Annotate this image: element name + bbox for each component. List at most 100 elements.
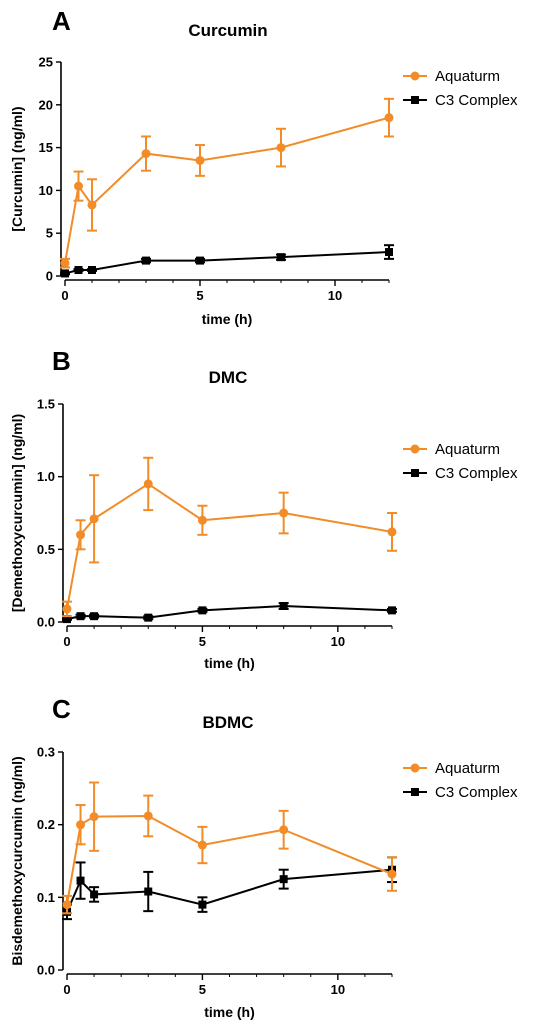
data-point [87, 200, 97, 210]
series-c3-complex [62, 856, 397, 921]
x-tick-label: 5 [196, 288, 203, 303]
data-point [62, 604, 72, 614]
data-point [196, 256, 204, 265]
x-tick-label: 0 [63, 982, 70, 997]
data-point [144, 613, 153, 622]
y-tick-label: 0.0 [37, 615, 55, 630]
y-tick-label: 1.0 [37, 469, 55, 484]
data-point [387, 527, 397, 537]
y-tick-label: 0.3 [37, 745, 55, 760]
legend-marker [411, 788, 419, 796]
panel-letter: B [52, 346, 71, 376]
data-point [76, 876, 85, 885]
series-line [64, 116, 390, 264]
data-point [76, 820, 86, 830]
x-axis-label: time (h) [204, 655, 255, 671]
data-point [198, 900, 207, 909]
panel-B: B DMC 0.0 0.5 1.0 1.5 0 5 10 time (h) [Demethoxycu… [9, 346, 518, 671]
data-point [279, 875, 288, 884]
data-point [141, 149, 151, 159]
series-c3-complex [60, 244, 394, 278]
x-axis-label: time (h) [202, 311, 253, 327]
data-point [76, 612, 85, 621]
data-point [90, 612, 99, 621]
y-tick-label: 5 [46, 226, 53, 241]
y-tick-label: 0 [46, 269, 53, 284]
x-tick-label: 0 [61, 288, 68, 303]
y-axis-label: [Curcumin] (ng/ml) [9, 106, 25, 231]
panel-letter: C [52, 694, 71, 724]
legend-marker [410, 763, 420, 773]
data-point [276, 143, 286, 153]
chart-title: Curcumin [188, 21, 267, 40]
x-tick-label: 10 [328, 288, 342, 303]
data-point [74, 266, 83, 275]
data-point [76, 530, 86, 540]
y-axis-label: [Demethoxycurcumin] (ng/ml) [9, 414, 25, 612]
data-point [89, 514, 99, 524]
x-tick-label: 10 [331, 982, 345, 997]
series-line [64, 251, 390, 275]
series-c3-complex [62, 602, 397, 624]
legend-marker [411, 469, 419, 477]
x-tick-label: 5 [199, 982, 206, 997]
data-point [277, 253, 285, 262]
data-point [197, 515, 207, 525]
y-tick-label: 0.2 [37, 817, 55, 832]
legend: Aquaturm C3 Complex [403, 441, 518, 482]
y-tick-label: 10 [39, 183, 53, 198]
x-tick-label: 10 [331, 634, 345, 649]
legend-label: Aquaturm [435, 68, 500, 85]
data-point [195, 155, 205, 165]
data-point [88, 266, 96, 275]
data-point [279, 602, 288, 611]
data-point [142, 256, 150, 265]
series-aquaturm [62, 456, 397, 618]
data-point [279, 825, 289, 835]
legend-label: Aquaturm [435, 760, 500, 777]
data-point [198, 606, 207, 615]
legend-label: C3 Complex [435, 784, 518, 801]
data-point [63, 615, 71, 624]
legend: Aquaturm C3 Complex [403, 68, 518, 109]
data-point [387, 869, 397, 879]
legend-label: C3 Complex [435, 465, 518, 482]
data-point [143, 811, 153, 821]
legend-marker [410, 444, 420, 454]
series-line [66, 482, 393, 610]
data-point [62, 900, 72, 910]
x-axis-label: time (h) [204, 1004, 255, 1020]
data-point [60, 258, 70, 268]
x-tick-label: 0 [63, 634, 70, 649]
series-line [66, 868, 393, 913]
panel-letter: A [52, 6, 71, 36]
y-axis-label: Bisdemethoxycurcumin (ng/ml) [9, 756, 25, 965]
data-point [143, 479, 153, 489]
x-tick-label: 5 [199, 634, 206, 649]
data-point [384, 113, 394, 123]
data-point [74, 181, 83, 191]
chart-title: DMC [209, 368, 248, 387]
series-aquaturm [60, 97, 394, 269]
data-point [144, 887, 153, 896]
data-point [197, 840, 207, 850]
legend: Aquaturm C3 Complex [403, 760, 518, 801]
data-point [90, 890, 99, 899]
data-point [385, 248, 393, 257]
y-tick-label: 0.5 [37, 542, 55, 557]
chart-title: BDMC [203, 713, 254, 732]
data-point [279, 508, 289, 518]
legend-marker [411, 96, 419, 104]
data-point [61, 269, 69, 278]
series-aquaturm [62, 781, 397, 915]
y-tick-label: 25 [39, 55, 53, 70]
legend-marker [410, 71, 420, 81]
series-line [66, 814, 393, 905]
y-tick-label: 1.5 [37, 397, 55, 412]
series-line [66, 605, 393, 621]
y-tick-label: 0.1 [37, 890, 55, 905]
legend-label: Aquaturm [435, 441, 500, 458]
y-tick-label: 15 [39, 140, 53, 155]
y-tick-label: 0.0 [37, 963, 55, 978]
